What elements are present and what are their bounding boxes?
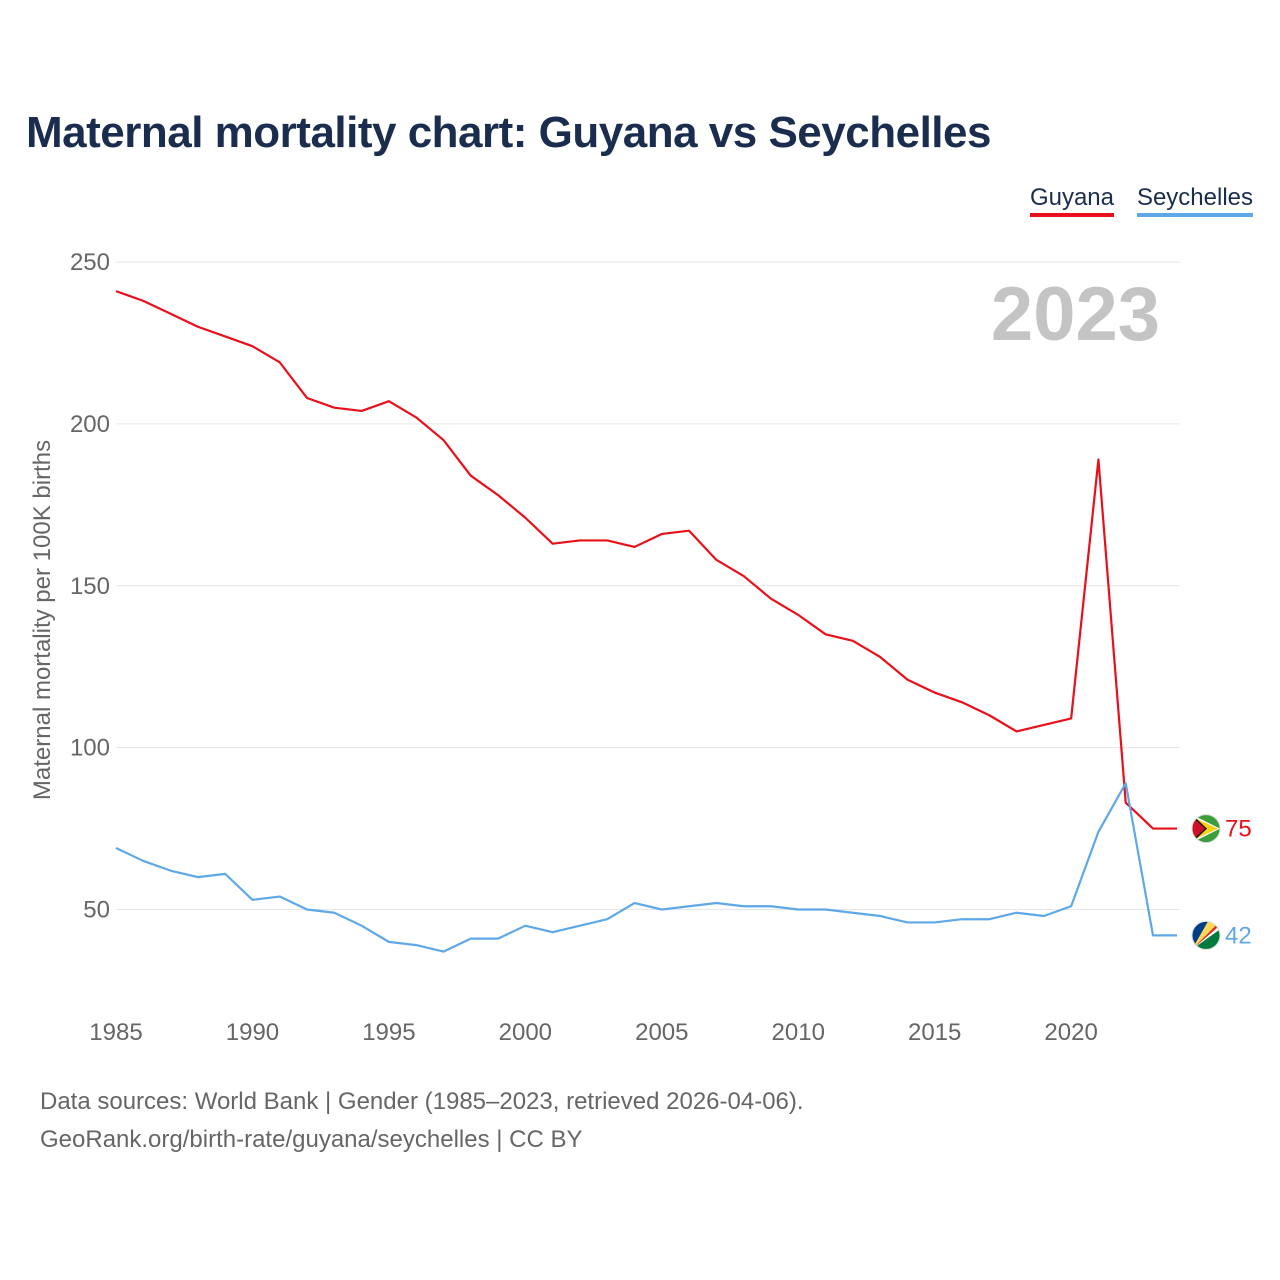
guyana-flag-icon xyxy=(1191,814,1221,844)
chart-title: Maternal mortality chart: Guyana vs Seyc… xyxy=(26,108,991,157)
x-tick-label: 1985 xyxy=(89,1019,142,1046)
x-tick-label: 2005 xyxy=(635,1019,688,1046)
series-lines xyxy=(115,290,1177,953)
grid-lines xyxy=(116,261,1180,910)
x-tick-label: 1995 xyxy=(362,1019,415,1046)
x-axis-ticks: 1985 1990 1995 2000 2005 2010 2015 2020 xyxy=(89,1019,1098,1046)
legend-item-seychelles[interactable]: Seychelles xyxy=(1136,184,1253,217)
y-tick-label: 150 xyxy=(70,573,110,600)
x-tick-label: 2000 xyxy=(499,1019,552,1046)
series-line-guyana[interactable] xyxy=(115,290,1177,830)
x-tick-label: 2015 xyxy=(908,1019,961,1046)
end-markers: 75 42 xyxy=(1191,814,1252,950)
y-tick-label: 200 xyxy=(70,411,110,438)
series-line-seychelles[interactable] xyxy=(115,782,1177,953)
footer-credit: GeoRank.org/birth-rate/guyana/seychelles… xyxy=(40,1126,583,1153)
x-tick-label: 2020 xyxy=(1044,1019,1097,1046)
legend-item-guyana[interactable]: Guyana xyxy=(1029,184,1114,217)
year-watermark: 2023 xyxy=(991,272,1160,357)
footer-source: Data sources: World Bank | Gender (1985–… xyxy=(40,1088,804,1115)
x-tick-label: 1990 xyxy=(226,1019,279,1046)
y-axis-ticks: 50 100 150 200 250 xyxy=(70,249,110,924)
x-tick-label: 2010 xyxy=(772,1019,825,1046)
y-axis-label: Maternal mortality per 100K births xyxy=(29,440,56,800)
seychelles-flag-icon xyxy=(1191,920,1221,950)
end-value-label-guyana: 75 xyxy=(1225,816,1252,843)
end-value-label-seychelles: 42 xyxy=(1225,922,1252,949)
y-tick-label: 250 xyxy=(70,249,110,276)
y-tick-label: 100 xyxy=(70,735,110,762)
y-tick-label: 50 xyxy=(83,897,110,924)
